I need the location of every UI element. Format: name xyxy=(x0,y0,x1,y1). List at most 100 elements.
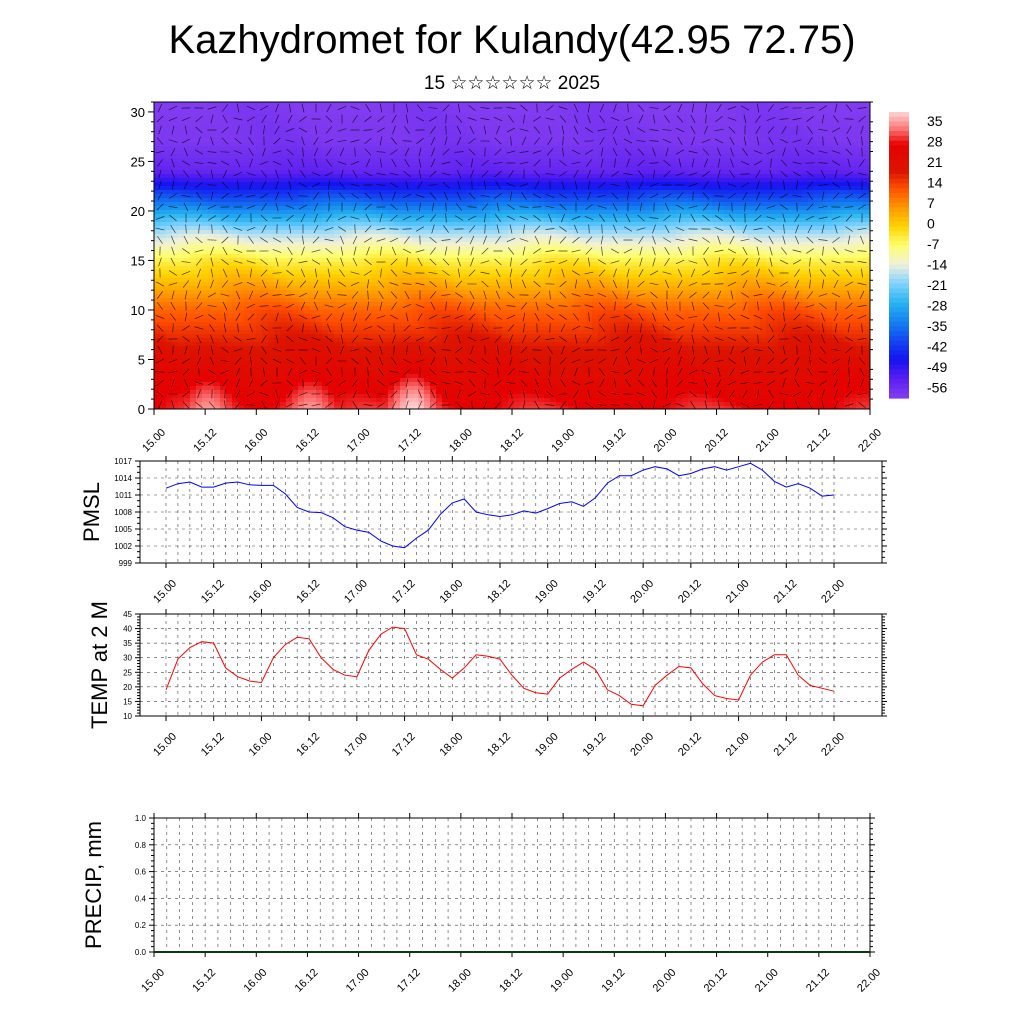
heatmap-cell xyxy=(166,190,173,195)
heatmap-cell xyxy=(508,110,515,115)
heatmap-cell xyxy=(406,358,413,363)
heatmap-cell xyxy=(316,146,323,151)
heatmap-cell xyxy=(226,290,233,295)
heatmap-cell xyxy=(274,398,281,403)
heatmap-cell xyxy=(538,186,545,191)
heatmap-cell xyxy=(250,338,257,343)
heatmap-cell xyxy=(280,342,287,347)
heatmap-cell xyxy=(232,302,239,307)
heatmap-cell xyxy=(466,266,473,271)
heatmap-cell xyxy=(406,142,413,147)
heatmap-cell xyxy=(184,282,191,287)
heatmap-cell xyxy=(346,326,353,331)
heatmap-cell xyxy=(400,338,407,343)
heatmap-cell xyxy=(478,118,485,123)
heatmap-cell xyxy=(364,154,371,159)
heatmap-cell xyxy=(226,238,233,243)
heatmap-cell xyxy=(310,182,317,187)
heatmap-cell xyxy=(202,266,209,271)
heatmap-cell xyxy=(370,294,377,299)
heatmap-cell xyxy=(232,366,239,371)
heatmap-cell xyxy=(376,258,383,263)
heatmap-cell xyxy=(412,234,419,239)
heatmap-cell xyxy=(436,350,443,355)
heatmap-cell xyxy=(292,182,299,187)
heatmap-cell xyxy=(472,142,479,147)
heatmap-cell xyxy=(244,102,251,107)
heatmap-cell xyxy=(346,406,353,409)
heatmap-cell xyxy=(196,158,203,163)
heatmap-cell xyxy=(262,266,269,271)
heatmap-cell xyxy=(214,198,221,203)
heatmap-cell xyxy=(184,190,191,195)
heatmap-cell xyxy=(250,374,257,379)
heatmap-cell xyxy=(496,382,503,387)
heatmap-cell xyxy=(496,398,503,403)
heatmap-cell xyxy=(172,190,179,195)
heatmap-cell xyxy=(274,162,281,167)
heatmap-cell xyxy=(538,310,545,315)
heatmap-cell xyxy=(298,306,305,311)
heatmap-cell xyxy=(346,130,353,135)
heatmap-cell xyxy=(160,302,167,307)
heatmap-cell xyxy=(514,334,521,339)
heatmap-cell xyxy=(244,118,251,123)
heatmap-cell xyxy=(454,402,461,407)
heatmap-cell xyxy=(406,230,413,235)
heatmap-cell xyxy=(322,314,329,319)
heatmap-cell xyxy=(376,294,383,299)
heatmap-cell xyxy=(358,210,365,215)
heatmap-cell xyxy=(370,130,377,135)
heatmap-cell xyxy=(394,342,401,347)
heatmap-cell xyxy=(436,122,443,127)
heatmap-cell xyxy=(436,326,443,331)
heatmap-cell xyxy=(250,330,257,335)
heatmap-cell xyxy=(532,102,539,107)
heatmap-cell xyxy=(520,334,527,339)
heatmap-cell xyxy=(160,162,167,167)
heatmap-cell xyxy=(436,114,443,119)
heatmap-cell xyxy=(520,154,527,159)
heatmap-cell xyxy=(220,322,227,327)
heatmap-cell xyxy=(520,158,527,163)
heatmap-cell xyxy=(538,366,545,371)
heatmap-cell xyxy=(232,342,239,347)
heatmap-cell xyxy=(298,258,305,263)
heatmap-cell xyxy=(412,110,419,115)
heatmap-cell xyxy=(514,162,521,167)
heatmap-cell xyxy=(406,354,413,359)
heatmap-cell xyxy=(436,386,443,391)
heatmap-cell xyxy=(358,214,365,219)
heatmap-cell xyxy=(334,126,341,131)
heatmap-cell xyxy=(418,314,425,319)
heatmap-cell xyxy=(394,158,401,163)
heatmap-cell xyxy=(220,102,227,107)
heatmap-cell xyxy=(448,194,455,199)
heatmap-cell xyxy=(538,254,545,259)
heatmap-cell xyxy=(430,114,437,119)
heatmap-cell xyxy=(424,398,431,403)
heatmap-cell xyxy=(370,238,377,243)
heatmap-cell xyxy=(508,186,515,191)
heatmap-cell xyxy=(340,386,347,391)
heatmap-cell xyxy=(460,114,467,119)
heatmap-cell xyxy=(460,278,467,283)
heatmap-cell xyxy=(424,122,431,127)
heatmap-cell xyxy=(484,226,491,231)
heatmap-cell xyxy=(436,338,443,343)
heatmap-cell xyxy=(328,202,335,207)
heatmap-cell xyxy=(316,254,323,259)
heatmap-cell xyxy=(436,190,443,195)
heatmap-cell xyxy=(262,398,269,403)
heatmap-cell xyxy=(262,218,269,223)
heatmap-cell xyxy=(472,270,479,275)
heatmap-cell xyxy=(478,166,485,171)
heatmap-cell xyxy=(208,338,215,343)
heatmap-cell xyxy=(196,378,203,383)
heatmap-cell xyxy=(382,178,389,183)
heatmap-cell xyxy=(442,398,449,403)
heatmap-cell xyxy=(304,258,311,263)
heatmap-cell xyxy=(538,206,545,211)
heatmap-cell xyxy=(160,282,167,287)
heatmap-cell xyxy=(370,334,377,339)
